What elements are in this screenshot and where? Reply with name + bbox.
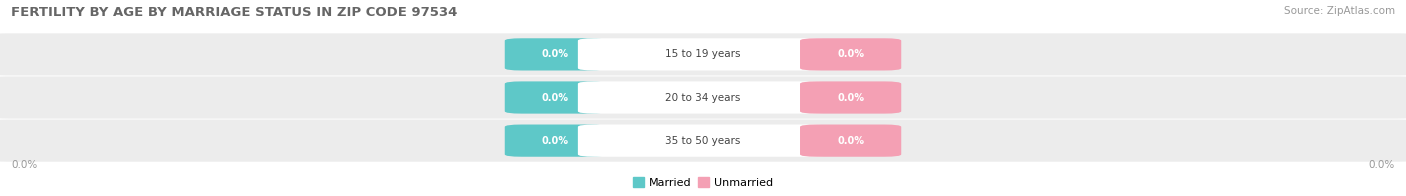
Text: 0.0%: 0.0% — [837, 136, 865, 146]
FancyBboxPatch shape — [800, 38, 901, 71]
Text: 0.0%: 0.0% — [541, 136, 569, 146]
Text: FERTILITY BY AGE BY MARRIAGE STATUS IN ZIP CODE 97534: FERTILITY BY AGE BY MARRIAGE STATUS IN Z… — [11, 6, 457, 19]
Text: 15 to 19 years: 15 to 19 years — [665, 49, 741, 59]
Text: 0.0%: 0.0% — [541, 93, 569, 103]
FancyBboxPatch shape — [505, 81, 606, 114]
FancyBboxPatch shape — [505, 38, 606, 71]
Text: 0.0%: 0.0% — [541, 49, 569, 59]
Legend: Married, Unmarried: Married, Unmarried — [631, 175, 775, 191]
Text: Source: ZipAtlas.com: Source: ZipAtlas.com — [1284, 6, 1395, 16]
FancyBboxPatch shape — [0, 76, 1406, 119]
FancyBboxPatch shape — [578, 124, 828, 157]
FancyBboxPatch shape — [0, 120, 1406, 162]
Text: 0.0%: 0.0% — [837, 93, 865, 103]
Text: 0.0%: 0.0% — [1368, 160, 1395, 170]
FancyBboxPatch shape — [0, 33, 1406, 75]
Text: 0.0%: 0.0% — [11, 160, 38, 170]
Text: 0.0%: 0.0% — [837, 49, 865, 59]
FancyBboxPatch shape — [578, 38, 828, 71]
FancyBboxPatch shape — [800, 124, 901, 157]
FancyBboxPatch shape — [578, 81, 828, 114]
Text: 20 to 34 years: 20 to 34 years — [665, 93, 741, 103]
FancyBboxPatch shape — [800, 81, 901, 114]
FancyBboxPatch shape — [505, 124, 606, 157]
Text: 35 to 50 years: 35 to 50 years — [665, 136, 741, 146]
